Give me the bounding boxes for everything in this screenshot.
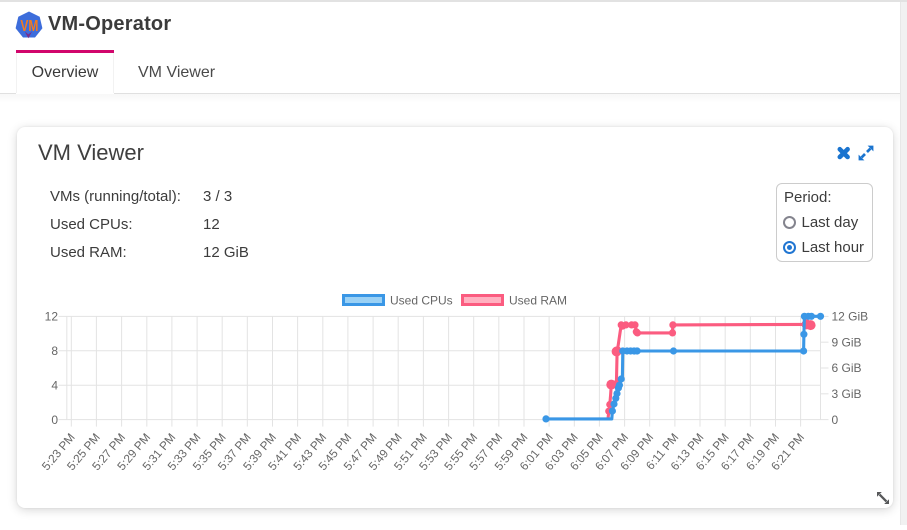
svg-text:0: 0 bbox=[832, 413, 839, 427]
svg-text:6 GiB: 6 GiB bbox=[832, 361, 862, 375]
svg-text:12 GiB: 12 GiB bbox=[832, 310, 869, 324]
svg-text:3 GiB: 3 GiB bbox=[832, 387, 862, 401]
svg-text:4: 4 bbox=[51, 378, 58, 392]
svg-text:Used CPUs: Used CPUs bbox=[390, 294, 453, 308]
svg-text:8: 8 bbox=[51, 344, 58, 358]
svg-text:0: 0 bbox=[51, 413, 58, 427]
svg-text:9 GiB: 9 GiB bbox=[832, 335, 862, 349]
svg-text:12: 12 bbox=[45, 310, 59, 324]
svg-text:VM: VM bbox=[20, 16, 38, 34]
svg-text:Used RAM: Used RAM bbox=[509, 294, 567, 308]
